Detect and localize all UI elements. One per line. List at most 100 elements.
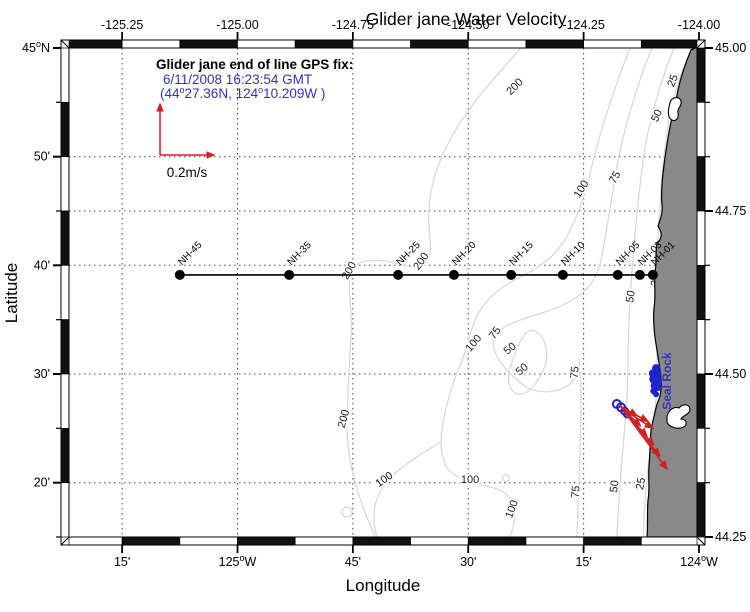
- contour-50m-stonewall-bank: [507, 329, 548, 395]
- tick-label-top: -125.00: [216, 18, 258, 32]
- border-cell-top: [179, 39, 238, 49]
- border-cell-left: [60, 156, 70, 212]
- bathymetry-contours: [341, 48, 693, 537]
- contour-depth-label: 25: [634, 477, 648, 491]
- station-dot: [448, 269, 459, 280]
- contour-depth-label: 75: [569, 366, 582, 379]
- contour-depth-label: 100: [461, 474, 479, 486]
- station-dot: [647, 269, 658, 280]
- border-outer-frame: [60, 39, 706, 546]
- gps-fix-datetime: 6/11/2008 16:23:54 GMT: [163, 72, 312, 87]
- contour-100m: [440, 48, 631, 537]
- station-dot: [612, 269, 623, 280]
- border-cell-bottom: [467, 536, 527, 546]
- border-cell-right: [696, 373, 706, 429]
- border-cell-right: [696, 210, 706, 266]
- contour-depth-label: 75: [487, 325, 504, 342]
- map-fancy-border: [60, 39, 706, 546]
- graticule-gridlines: [69, 48, 697, 537]
- estuary-inlet-north: [667, 97, 682, 122]
- border-cell-top: [237, 39, 296, 49]
- tick-label-right: 44.50: [715, 367, 746, 381]
- border-cell-top: [352, 39, 411, 49]
- tick-label-bottom: 125oW: [219, 553, 257, 569]
- border-cell-top: [640, 39, 698, 49]
- tick-label-top: -124.25: [562, 18, 604, 32]
- tick-label-left: 40': [34, 258, 50, 272]
- contour-depth-label: 50: [502, 340, 519, 357]
- contour-closed-small-1: [341, 506, 353, 518]
- tick-label-bottom: 30': [460, 555, 476, 569]
- tick-label-bottom: 45': [345, 555, 361, 569]
- contour-depth-label: 50: [649, 108, 665, 124]
- border-cell-top: [410, 39, 469, 49]
- tick-label-left: 45oN: [22, 39, 50, 55]
- contour-200m: [346, 48, 522, 537]
- gps-fix-annotation: Glider jane end of line GPS fix: 6/11/20…: [156, 57, 353, 101]
- contour-50m: [616, 48, 675, 537]
- contour-depth-label: 50: [514, 361, 531, 378]
- tick-label-bottom: 15': [575, 555, 591, 569]
- border-cell-bottom: [179, 536, 238, 546]
- station-dot: [393, 269, 404, 280]
- border-cell-right: [696, 427, 706, 484]
- station-dot: [174, 269, 185, 280]
- station-dot: [506, 269, 517, 280]
- station-dot: [284, 269, 295, 280]
- station-label: NH-20: [450, 239, 479, 268]
- border-cell-bottom: [410, 536, 469, 546]
- gps-fix-header: Glider jane end of line GPS fix:: [156, 57, 353, 72]
- border-cell-right: [696, 319, 706, 375]
- border-inner-frame: [68, 47, 698, 538]
- border-cell-top: [583, 39, 642, 49]
- tick-label-bottom: 15': [114, 555, 130, 569]
- border-cell-bottom: [121, 536, 181, 546]
- station-label: NH-05: [614, 239, 643, 268]
- border-cell-bottom: [237, 536, 296, 546]
- border-cell-left: [60, 47, 70, 103]
- border-cell-bottom: [525, 536, 584, 546]
- tick-label-right: 44.25: [715, 530, 746, 544]
- tick-label-bottom: 124oW: [680, 553, 718, 569]
- scale-label: 0.2m/s: [167, 165, 208, 180]
- velocity-scale-legend: 0.2m/s: [156, 102, 216, 180]
- tick-label-left: 20': [34, 476, 50, 490]
- contour-depth-label: 100: [463, 332, 484, 354]
- x-axis-label: Longitude: [346, 576, 421, 595]
- contour-depth-labels: 2002550751002002002550751005050752001001…: [334, 71, 683, 522]
- tick-label-left: 50': [34, 150, 50, 164]
- contour-depth-label: 100: [503, 499, 521, 520]
- figure-title: Glider jane Water Velocity: [366, 9, 567, 29]
- tick-label-top: -124.00: [678, 18, 720, 32]
- border-cell-left: [60, 373, 70, 429]
- station-label: NH-15: [508, 239, 537, 268]
- tick-label-right: 44.75: [715, 204, 746, 218]
- contour-depth-label: 50: [624, 290, 638, 304]
- border-cell-top: [525, 39, 584, 49]
- border-cell-left: [60, 427, 70, 484]
- border-cell-left: [60, 101, 70, 158]
- station-label: NH-35: [286, 239, 315, 268]
- contour-100m-branch: [373, 441, 441, 537]
- contour-depth-label: 75: [570, 485, 583, 498]
- border-cell-top: [68, 39, 123, 49]
- contour-depth-label: 75: [607, 169, 624, 186]
- gps-fix-coordinates: (44o27.36N, 124o10.209W ): [160, 85, 325, 101]
- border-corner-miter: [60, 536, 70, 546]
- border-cell-top: [467, 39, 527, 49]
- station-dot: [557, 269, 568, 280]
- contour-75m: [492, 48, 653, 537]
- border-cell-left: [60, 319, 70, 375]
- contour-closed-small-2: [501, 473, 511, 483]
- border-cell-top: [294, 39, 354, 49]
- velocity-vectors: [611, 398, 668, 471]
- velocity-arrow: [620, 407, 642, 427]
- estuary-inlet-alsea-bay: [666, 404, 691, 429]
- velocity-arrow: [620, 406, 650, 423]
- station-dot: [634, 269, 645, 280]
- tick-label-top: -124.50: [447, 18, 489, 32]
- border-cell-right: [696, 101, 706, 158]
- station-label: NH-45: [176, 239, 205, 268]
- contour-depth-label: 200: [504, 76, 525, 97]
